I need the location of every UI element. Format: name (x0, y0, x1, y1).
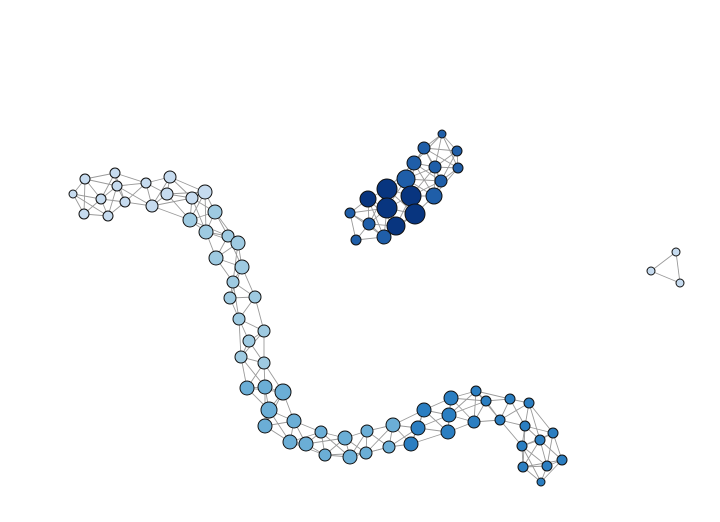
graph-node (505, 394, 515, 404)
graph-node (441, 425, 455, 439)
graph-node (471, 386, 481, 396)
graph-node (360, 447, 372, 459)
graph-node (377, 179, 397, 199)
graph-node (183, 213, 197, 227)
graph-node (96, 194, 106, 204)
graph-node (548, 428, 558, 438)
graph-node (377, 198, 397, 218)
graph-node (261, 402, 277, 418)
graph-edge (676, 252, 680, 283)
graph-node (397, 170, 415, 188)
graph-node (418, 142, 430, 154)
graph-node (481, 396, 491, 406)
graph-node (438, 130, 446, 138)
graph-node (161, 188, 173, 200)
graph-node (383, 441, 395, 453)
graph-node (351, 235, 361, 245)
graph-node (495, 415, 505, 425)
graph-node (557, 455, 567, 465)
graph-node (429, 161, 441, 173)
graph-node (299, 437, 313, 451)
graph-node (360, 191, 376, 207)
graph-edge (529, 403, 553, 433)
graph-node (452, 146, 462, 156)
graph-edge (651, 271, 680, 283)
graph-node (103, 211, 113, 221)
edge-layer (73, 134, 680, 482)
graph-node (224, 292, 236, 304)
graph-node (524, 398, 534, 408)
graph-node (198, 185, 212, 199)
graph-node (231, 236, 245, 250)
graph-node (426, 188, 442, 204)
graph-node (518, 462, 528, 472)
graph-node (401, 186, 421, 206)
graph-node (404, 437, 418, 451)
graph-node (227, 276, 239, 288)
graph-node (435, 175, 447, 187)
graph-node (120, 197, 130, 207)
graph-node (112, 181, 122, 191)
graph-node (258, 357, 270, 369)
graph-edge (651, 252, 676, 271)
graph-node (240, 381, 254, 395)
graph-node (243, 335, 255, 347)
graph-node (537, 478, 545, 486)
graph-node (442, 408, 456, 422)
graph-node (672, 248, 680, 256)
graph-node (208, 205, 222, 219)
graph-node (80, 174, 90, 184)
graph-node (676, 279, 684, 287)
graph-node (386, 418, 400, 432)
graph-node (233, 313, 245, 325)
graph-node (453, 163, 463, 173)
graph-node (517, 441, 527, 451)
graph-node (363, 218, 375, 230)
graph-node (199, 225, 213, 239)
graph-node (535, 435, 545, 445)
graph-node (146, 200, 158, 212)
graph-node (361, 425, 373, 437)
graph-node (407, 156, 421, 170)
graph-node (258, 325, 270, 337)
graph-node (319, 449, 331, 461)
graph-node (258, 419, 272, 433)
graph-node (542, 461, 552, 471)
graph-node (69, 190, 77, 198)
graph-node (520, 421, 530, 431)
graph-node (141, 178, 151, 188)
graph-node (444, 391, 458, 405)
graph-node (417, 403, 431, 417)
graph-node (345, 208, 355, 218)
graph-node (647, 267, 655, 275)
graph-node (258, 380, 272, 394)
graph-node (287, 414, 301, 428)
graph-node (209, 251, 223, 265)
graph-node (275, 384, 291, 400)
graph-node (110, 168, 120, 178)
graph-node (405, 204, 425, 224)
graph-node (235, 260, 249, 274)
graph-node (164, 171, 176, 183)
graph-node (249, 291, 261, 303)
graph-node (283, 435, 297, 449)
graph-node (186, 192, 198, 204)
graph-node (79, 209, 89, 219)
graph-node (343, 450, 357, 464)
graph-node (315, 426, 327, 438)
graph-node (411, 421, 425, 435)
graph-node (235, 351, 247, 363)
graph-node (468, 416, 480, 428)
node-layer (69, 130, 684, 486)
graph-node (387, 217, 405, 235)
graph-node (338, 431, 352, 445)
